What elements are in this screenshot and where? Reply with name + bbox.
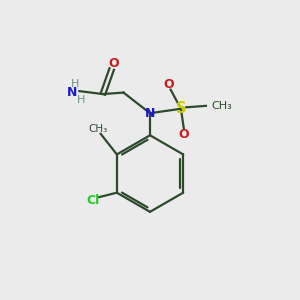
Text: H: H xyxy=(76,95,85,105)
Text: CH₃: CH₃ xyxy=(211,101,232,111)
Text: O: O xyxy=(108,57,119,70)
Text: N: N xyxy=(67,86,77,99)
Text: CH₃: CH₃ xyxy=(89,124,108,134)
Text: N: N xyxy=(145,107,155,120)
Text: O: O xyxy=(178,128,189,141)
Text: O: O xyxy=(164,78,175,91)
Text: Cl: Cl xyxy=(87,194,100,207)
Text: S: S xyxy=(176,101,186,116)
Text: H: H xyxy=(71,79,79,89)
